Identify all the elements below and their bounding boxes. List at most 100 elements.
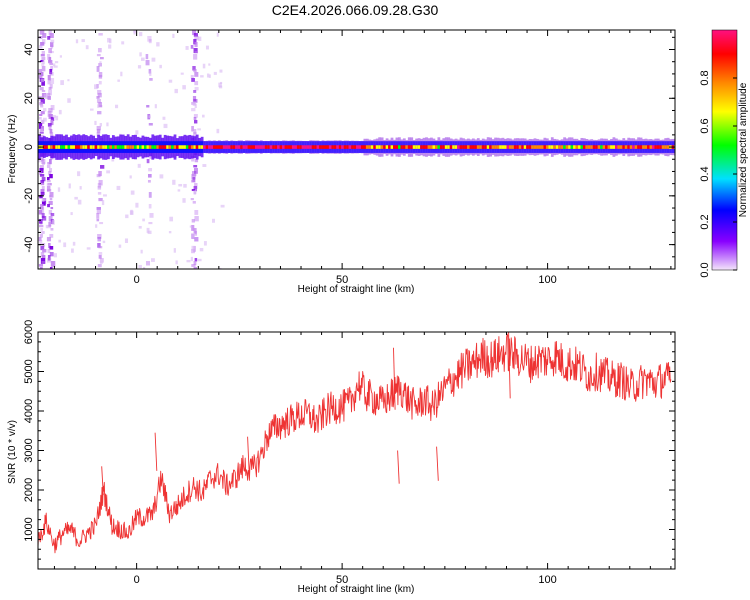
- spectrogram-cells: [38, 30, 675, 269]
- heatmap-cell: [516, 145, 520, 149]
- heatmap-cell: [410, 145, 414, 149]
- heatmap-cell: [215, 145, 219, 149]
- heatmap-cell: [538, 145, 542, 149]
- heatmap-cell: [193, 69, 197, 73]
- heatmap-cell: [240, 145, 243, 149]
- heatmap-cell: [578, 145, 581, 149]
- heatmap-cell: [40, 111, 45, 115]
- heatmap-cell: [107, 145, 110, 149]
- heatmap-cell: [619, 145, 623, 149]
- heatmap-cell: [592, 145, 596, 149]
- heatmap-cell: [48, 201, 53, 205]
- heatmap-cell: [192, 201, 196, 204]
- heatmap-cell: [380, 145, 384, 149]
- heatmap-cell: [50, 66, 54, 71]
- heatmap-cell: [218, 82, 222, 88]
- heatmap-cell: [38, 69, 43, 74]
- spectrogram-ticks: 0 50 100 -40 -20 0 20 40: [23, 30, 675, 286]
- heatmap-cell: [40, 128, 44, 132]
- heatmap-cell: [190, 145, 194, 149]
- colorbar-tick-label: 0.4: [699, 166, 711, 181]
- heatmap-cell: [75, 39, 79, 44]
- heatmap-cell: [425, 145, 428, 149]
- heatmap-cell: [39, 102, 43, 106]
- heatmap-cell: [183, 145, 187, 149]
- heatmap-cell: [48, 60, 53, 64]
- heatmap-cell: [191, 232, 195, 238]
- heatmap-cell: [358, 145, 362, 149]
- heatmap-cell: [191, 171, 197, 177]
- heatmap-cell: [148, 69, 152, 74]
- heatmap-cell: [370, 145, 374, 149]
- heatmap-cell: [99, 123, 102, 127]
- heatmap-cell: [46, 183, 51, 186]
- heatmap-cell: [194, 120, 198, 124]
- heatmap-cell: [38, 219, 43, 224]
- heatmap-cell: [49, 33, 54, 39]
- heatmap-cell: [193, 33, 198, 37]
- heatmap-cell: [361, 145, 364, 149]
- snr-ticks: 0 50 100 1000 2000 3000 4000 5000 6000: [23, 320, 675, 586]
- heatmap-cell: [151, 57, 156, 62]
- heatmap-cell: [191, 78, 195, 82]
- heatmap-cell: [145, 261, 151, 266]
- heatmap-cell: [41, 207, 45, 213]
- heatmap-cell: [50, 42, 54, 47]
- heatmap-cell: [77, 199, 82, 205]
- heatmap-cell: [191, 245, 196, 251]
- heatmap-cell: [194, 237, 199, 242]
- heatmap-cell: [102, 145, 105, 149]
- heatmap-cell: [41, 39, 46, 44]
- heatmap-cell: [48, 243, 51, 249]
- heatmap-cell: [202, 164, 207, 167]
- colorbar-gradient: [711, 29, 738, 271]
- heatmap-cell: [40, 258, 46, 264]
- heatmap-cell: [39, 195, 43, 199]
- y-tick-label: 3000: [23, 438, 35, 462]
- heatmap-cell: [237, 145, 241, 149]
- heatmap-cell: [444, 145, 448, 149]
- heatmap-cell: [138, 225, 142, 229]
- heatmap-cell: [284, 145, 288, 149]
- heatmap-cell: [193, 190, 197, 195]
- heatmap-cell: [47, 75, 51, 81]
- heatmap-cell: [40, 60, 44, 63]
- y-tick-label: 4000: [23, 399, 35, 423]
- heatmap-cell: [41, 255, 46, 259]
- heatmap-cell: [194, 51, 199, 54]
- heatmap-cell: [77, 171, 81, 177]
- heatmap-cell: [506, 145, 510, 149]
- colorbar: 0.0 0.2 0.4 0.6 0.8 Normalized spectral ampl…: [699, 29, 749, 278]
- heatmap-cell: [39, 225, 44, 228]
- heatmap-cell: [98, 81, 102, 85]
- heatmap-cell: [82, 145, 86, 149]
- heatmap-cell: [79, 145, 83, 149]
- heatmap-cell: [47, 36, 51, 40]
- heatmap-cell: [600, 145, 603, 149]
- heatmap-cell: [130, 209, 133, 215]
- heatmap-cell: [190, 198, 194, 201]
- heatmap-cell: [62, 145, 66, 149]
- colorbar-ticks: 0.0 0.2 0.4 0.6 0.8: [699, 70, 737, 278]
- heatmap-cell: [49, 63, 53, 66]
- heatmap-cell: [41, 261, 45, 264]
- heatmap-cell: [48, 90, 52, 96]
- heatmap-cell: [432, 145, 436, 149]
- heatmap-cell: [194, 183, 198, 189]
- heatmap-cell: [202, 63, 206, 69]
- heatmap-cell: [182, 85, 186, 90]
- heatmap-cell: [53, 253, 57, 258]
- heatmap-cell: [87, 145, 91, 149]
- heatmap-cell: [38, 171, 43, 175]
- heatmap-cell: [610, 145, 613, 149]
- heatmap-cell: [74, 196, 78, 200]
- heatmap-cell: [602, 145, 606, 149]
- heatmap-cell: [50, 228, 54, 231]
- heatmap-cell: [153, 145, 157, 149]
- heatmap-cell: [41, 63, 45, 67]
- heatmap-cell: [193, 90, 197, 93]
- heatmap-cell: [545, 145, 549, 149]
- heatmap-cell: [49, 72, 54, 76]
- heatmap-cell: [50, 45, 54, 49]
- heatmap-cell: [95, 224, 98, 228]
